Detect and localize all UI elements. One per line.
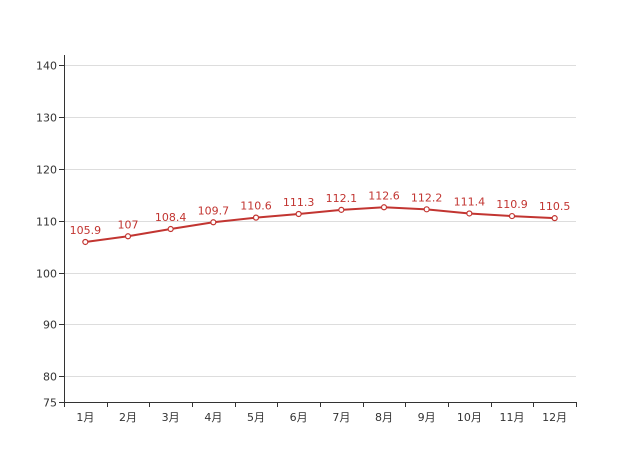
series-line [82,204,558,246]
data-label: 112.1 [326,192,358,205]
data-point[interactable] [167,225,174,233]
data-label: 111.3 [283,196,315,209]
data-point[interactable] [551,215,558,222]
x-tick-label: 2月 [119,411,137,424]
y-tick-label: 100 [36,268,57,281]
data-point[interactable] [82,238,89,246]
y-tick-label: 140 [36,60,57,73]
x-tick-label: 1月 [76,411,94,424]
x-tick-label: 4月 [204,411,222,424]
data-label: 112.2 [411,191,443,204]
data-labels: 105.9 107 108.4 109.7 110.6 111.3 112.1 112.6 11… [70,189,571,237]
x-tick-label: 9月 [418,411,436,424]
series-line-path [84,206,556,243]
data-label: 110.9 [496,198,528,211]
x-tick-label: 5月 [247,411,265,424]
data-label: 110.6 [240,200,272,213]
y-tick-label: 80 [43,371,57,384]
data-label: 109.7 [198,204,230,217]
y-tick-label: 110 [36,216,57,229]
axes: 75 80 90 100 110 120 130 140 1月 2月 3月 4月 5月 6月 7月 8月 9月 1… [36,55,577,424]
data-point[interactable] [423,206,430,213]
y-tick-label: 75 [43,397,57,410]
x-tick-label: 7月 [332,411,350,424]
data-label: 108.4 [155,211,187,224]
data-label: 105.9 [70,224,102,237]
data-point[interactable] [508,212,516,220]
y-tick-label: 90 [43,319,57,332]
x-tick-label: 6月 [290,411,308,424]
data-point[interactable] [124,233,132,240]
data-point[interactable] [338,206,345,213]
x-tick-label: 10月 [457,411,482,424]
x-tick-label: 3月 [162,411,180,424]
data-label: 111.4 [454,195,486,208]
y-tick-label: 120 [36,164,57,177]
data-point[interactable] [210,219,217,226]
y-tick-label: 130 [36,112,57,125]
data-point[interactable] [466,210,473,217]
data-label: 110.5 [539,200,571,213]
data-point[interactable] [252,214,260,221]
data-label: 107 [118,218,139,231]
data-point[interactable] [380,204,388,211]
x-tick-label: 11月 [500,411,525,424]
data-point[interactable] [295,210,302,218]
x-tick-label: 8月 [375,411,393,424]
x-tick-label: 12月 [542,411,567,424]
data-label: 112.6 [368,189,400,202]
grid-lines [64,65,576,377]
